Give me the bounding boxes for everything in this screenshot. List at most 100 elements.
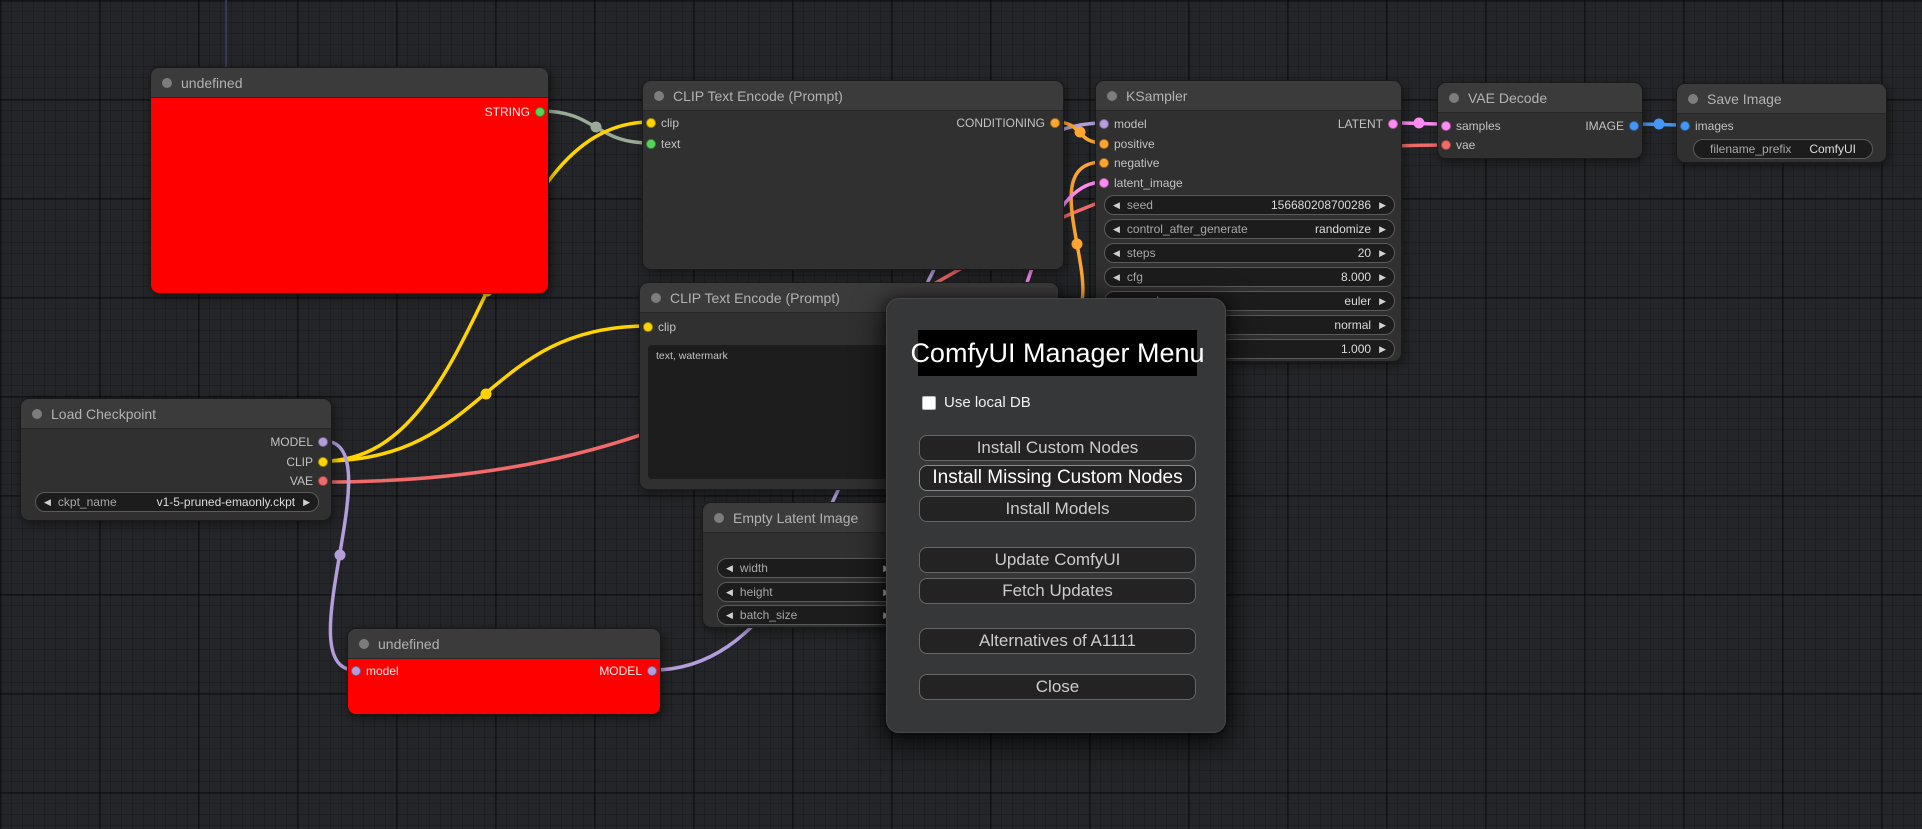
link-midpoint-dot[interactable] bbox=[480, 388, 492, 400]
widget-width[interactable]: ◀ width ▶ bbox=[717, 558, 899, 578]
output-slot-latent: LATENT bbox=[1338, 114, 1401, 134]
fetch-updates-button[interactable]: Fetch Updates bbox=[919, 578, 1196, 604]
increment-arrow-icon[interactable]: ▶ bbox=[1379, 223, 1386, 234]
widget-steps[interactable]: ◀ steps 20 ▶ bbox=[1104, 243, 1395, 263]
slot-label: clip bbox=[661, 116, 680, 130]
input-slot-latent-image: latent_image bbox=[1096, 173, 1183, 193]
latent-output-port[interactable] bbox=[1388, 119, 1398, 129]
node-title-bar[interactable]: undefined bbox=[151, 68, 548, 98]
slot-label: model bbox=[366, 664, 399, 678]
collapse-dot[interactable] bbox=[1688, 93, 1698, 104]
node-undefined-top[interactable]: undefined STRING bbox=[150, 67, 549, 294]
close-button[interactable]: Close bbox=[919, 674, 1196, 700]
widget-seed[interactable]: ◀ seed 156680208700286 ▶ bbox=[1104, 195, 1395, 215]
install-missing-custom-nodes-button[interactable]: Install Missing Custom Nodes bbox=[919, 465, 1196, 491]
clip-input-port[interactable] bbox=[646, 118, 656, 128]
increment-arrow-icon[interactable]: ▶ bbox=[1379, 271, 1386, 282]
decrement-arrow-icon[interactable]: ◀ bbox=[1113, 247, 1120, 258]
slot-label: latent_image bbox=[1114, 176, 1183, 190]
node-empty-latent-image[interactable]: Empty Latent Image ◀ width ▶ ◀ height ▶ … bbox=[702, 502, 912, 628]
model-output-port[interactable] bbox=[318, 437, 328, 447]
image-output-port[interactable] bbox=[1629, 121, 1639, 131]
model-input-port[interactable] bbox=[351, 666, 361, 676]
decrement-arrow-icon[interactable]: ◀ bbox=[726, 586, 733, 597]
vae-input-port[interactable] bbox=[1441, 140, 1451, 150]
node-title: undefined bbox=[181, 74, 243, 91]
collapse-dot[interactable] bbox=[162, 77, 172, 88]
collapse-dot[interactable] bbox=[32, 408, 42, 419]
model-input-port[interactable] bbox=[1099, 119, 1109, 129]
node-clip-text-encode-1[interactable]: CLIP Text Encode (Prompt) clip text COND… bbox=[642, 80, 1064, 270]
string-output-port[interactable] bbox=[535, 107, 545, 117]
collapse-dot[interactable] bbox=[714, 512, 724, 523]
collapse-dot[interactable] bbox=[359, 638, 369, 649]
node-title-bar[interactable]: KSampler bbox=[1096, 81, 1401, 111]
node-title-bar[interactable]: CLIP Text Encode (Prompt) bbox=[643, 81, 1063, 111]
link-midpoint-dot[interactable] bbox=[1413, 117, 1425, 129]
node-title-bar[interactable]: Load Checkpoint bbox=[21, 399, 331, 429]
widget-value: ComfyUI bbox=[1809, 142, 1856, 156]
increment-arrow-icon[interactable]: ▶ bbox=[1379, 343, 1386, 354]
collapse-dot[interactable] bbox=[1107, 90, 1117, 101]
samples-input-port[interactable] bbox=[1441, 121, 1451, 131]
offscreen-wire bbox=[225, 0, 227, 70]
widget-cfg[interactable]: ◀ cfg 8.000 ▶ bbox=[1104, 267, 1395, 287]
decrement-arrow-icon[interactable]: ◀ bbox=[726, 609, 733, 620]
widget-ckpt-name[interactable]: ◀ ckpt_name v1-5-pruned-emaonly.ckpt ▶ bbox=[35, 492, 319, 512]
positive-input-port[interactable] bbox=[1099, 139, 1109, 149]
slot-label: CLIP bbox=[286, 455, 313, 469]
slot-label: text bbox=[661, 137, 681, 151]
decrement-arrow-icon[interactable]: ◀ bbox=[44, 496, 51, 507]
collapse-dot[interactable] bbox=[654, 90, 664, 101]
images-input-port[interactable] bbox=[1680, 121, 1690, 131]
text-input-port[interactable] bbox=[646, 139, 656, 149]
install-models-button[interactable]: Install Models bbox=[919, 496, 1196, 522]
increment-arrow-icon[interactable]: ▶ bbox=[1379, 295, 1386, 306]
decrement-arrow-icon[interactable]: ◀ bbox=[1113, 223, 1120, 234]
widget-value: euler bbox=[1344, 294, 1372, 308]
link-midpoint-dot[interactable] bbox=[1653, 118, 1665, 130]
node-title-bar[interactable]: VAE Decode bbox=[1438, 83, 1642, 113]
node-vae-decode[interactable]: VAE Decode samples vae IMAGE bbox=[1437, 82, 1643, 159]
widget-batch-size[interactable]: ◀ batch_size ▶ bbox=[717, 605, 899, 625]
use-local-db-checkbox[interactable] bbox=[922, 395, 936, 410]
link-midpoint-dot[interactable] bbox=[334, 549, 346, 561]
node-error-body bbox=[348, 659, 660, 714]
widget-control-after-generate[interactable]: ◀ control_after_generate randomize ▶ bbox=[1104, 219, 1395, 239]
vae-output-port[interactable] bbox=[318, 476, 328, 486]
decrement-arrow-icon[interactable]: ◀ bbox=[1113, 199, 1120, 210]
increment-arrow-icon[interactable]: ▶ bbox=[1379, 319, 1386, 330]
conditioning-output-port[interactable] bbox=[1050, 118, 1060, 128]
collapse-dot[interactable] bbox=[1449, 92, 1459, 103]
update-comfyui-button[interactable]: Update ComfyUI bbox=[919, 547, 1196, 573]
input-slot-model: model bbox=[348, 661, 399, 681]
increment-arrow-icon[interactable]: ▶ bbox=[1379, 247, 1386, 258]
decrement-arrow-icon[interactable]: ◀ bbox=[726, 562, 733, 573]
collapse-dot[interactable] bbox=[651, 292, 661, 303]
clip-output-port[interactable] bbox=[318, 457, 328, 467]
node-load-checkpoint[interactable]: Load Checkpoint MODEL CLIP VAE ◀ ckpt_na… bbox=[20, 398, 332, 521]
node-undefined-bottom[interactable]: undefined model MODEL bbox=[347, 628, 661, 715]
install-custom-nodes-button[interactable]: Install Custom Nodes bbox=[919, 435, 1196, 461]
negative-input-port[interactable] bbox=[1099, 158, 1109, 168]
link-midpoint-dot[interactable] bbox=[590, 121, 602, 133]
node-title-bar[interactable]: Empty Latent Image bbox=[703, 503, 911, 533]
widget-filename-prefix[interactable]: filename_prefix ComfyUI bbox=[1693, 139, 1873, 159]
widget-height[interactable]: ◀ height ▶ bbox=[717, 582, 899, 602]
alternatives-of-a1111-button[interactable]: Alternatives of A1111 bbox=[919, 628, 1196, 654]
latent-image-input-port[interactable] bbox=[1099, 178, 1109, 188]
decrement-arrow-icon[interactable]: ◀ bbox=[1113, 271, 1120, 282]
node-title-bar[interactable]: undefined bbox=[348, 629, 660, 659]
increment-arrow-icon[interactable]: ▶ bbox=[1379, 199, 1386, 210]
node-save-image[interactable]: Save Image images filename_prefix ComfyU… bbox=[1676, 83, 1887, 163]
node-title-bar[interactable]: CLIP Text Encode (Prompt) bbox=[640, 283, 1058, 313]
node-title-bar[interactable]: Save Image bbox=[1677, 84, 1886, 114]
link-midpoint-dot[interactable] bbox=[1071, 238, 1083, 250]
clip-input-port[interactable] bbox=[643, 322, 653, 332]
link-midpoint-dot[interactable] bbox=[1074, 126, 1086, 138]
widget-label: height bbox=[739, 585, 773, 599]
node-title: VAE Decode bbox=[1468, 89, 1548, 106]
model-output-port[interactable] bbox=[647, 666, 657, 676]
increment-arrow-icon[interactable]: ▶ bbox=[303, 496, 310, 507]
